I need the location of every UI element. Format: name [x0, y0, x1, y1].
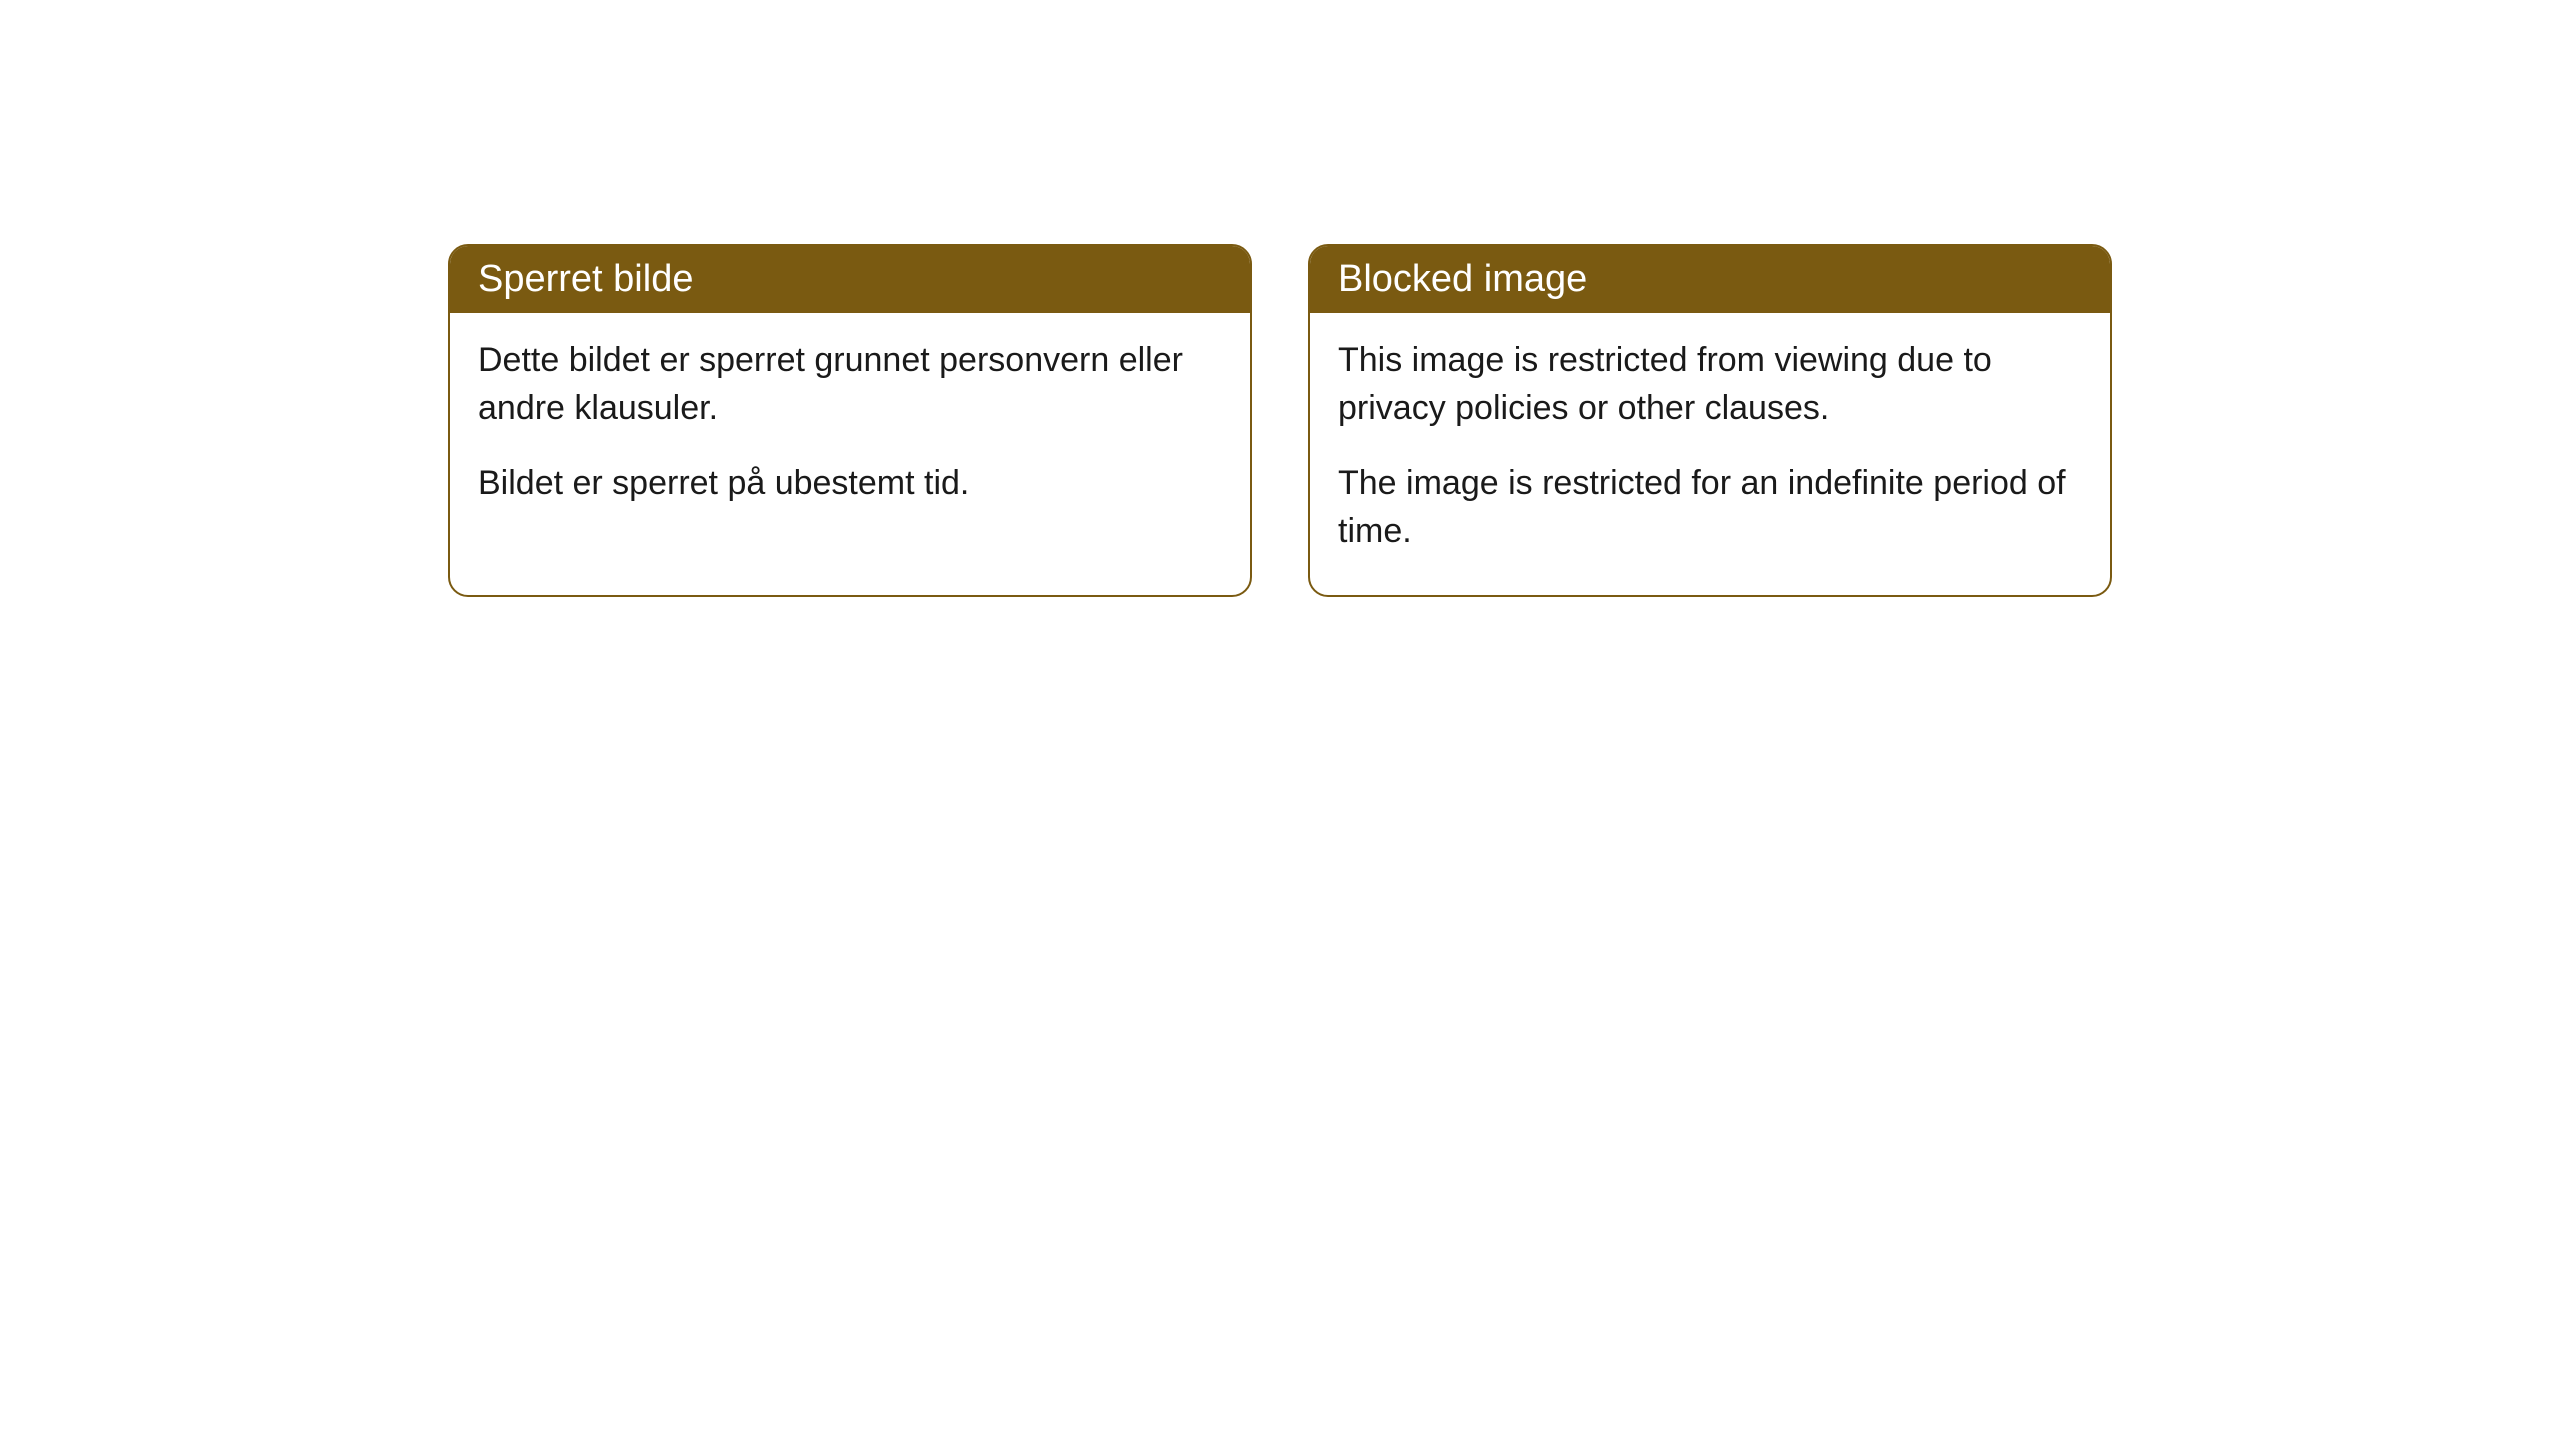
card-title: Sperret bilde [478, 258, 693, 300]
card-paragraph: This image is restricted from viewing du… [1338, 337, 2082, 432]
notice-card-english: Blocked image This image is restricted f… [1308, 244, 2112, 597]
notice-cards-container: Sperret bilde Dette bildet er sperret gr… [448, 244, 2112, 597]
card-paragraph: Dette bildet er sperret grunnet personve… [478, 337, 1222, 432]
card-body-english: This image is restricted from viewing du… [1310, 313, 2110, 595]
notice-card-norwegian: Sperret bilde Dette bildet er sperret gr… [448, 244, 1252, 597]
card-header-english: Blocked image [1310, 246, 2110, 313]
card-title: Blocked image [1338, 258, 1587, 300]
card-paragraph: Bildet er sperret på ubestemt tid. [478, 460, 1222, 508]
card-body-norwegian: Dette bildet er sperret grunnet personve… [450, 313, 1250, 548]
card-paragraph: The image is restricted for an indefinit… [1338, 460, 2082, 555]
card-header-norwegian: Sperret bilde [450, 246, 1250, 313]
